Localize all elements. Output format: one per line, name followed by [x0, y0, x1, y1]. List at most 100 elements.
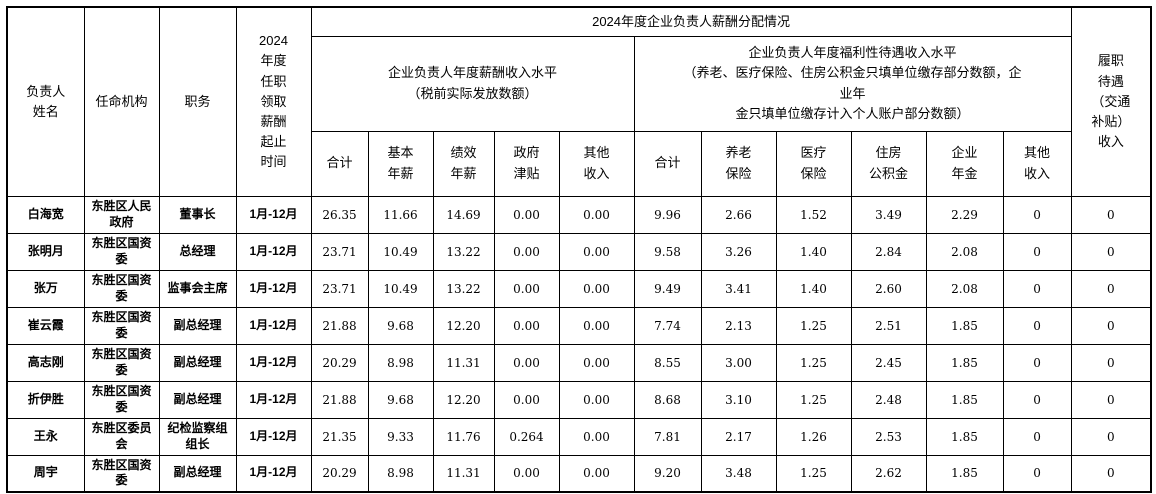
cell-medical: 1.40: [775, 232, 852, 271]
header-group-welfare: 企业负责人年度福利性待遇收入水平 （养老、医疗保险、住房公积金只填单位缴存部分数…: [633, 35, 1072, 132]
header-duty-income: 履职 待遇 （交通 补贴） 收入: [1070, 6, 1152, 197]
cell-performance-salary: 11.76: [432, 417, 495, 456]
cell-pension: 3.00: [700, 343, 777, 382]
cell-agency: 东胜区委员会: [83, 417, 160, 456]
compensation-table: 负责人 姓名 任命机构 职务 2024 年度 任职 领取 薪酬 起止 时间 20…: [6, 6, 1153, 493]
header-performance-salary: 绩效 年薪: [432, 130, 495, 197]
cell-salary-total: 23.71: [310, 232, 369, 271]
cell-annuity: 1.85: [925, 343, 1004, 382]
cell-medical: 1.40: [775, 269, 852, 308]
cell-salary-total: 20.29: [310, 343, 369, 382]
table-row: 高志刚 东胜区国资委 副总经理 1月-12月 20.29 8.98 11.31 …: [6, 343, 1152, 382]
table-row: 崔云霞 东胜区国资委 副总经理 1月-12月 21.88 9.68 12.20 …: [6, 306, 1152, 345]
cell-duty-income: 0: [1070, 195, 1152, 234]
cell-performance-salary: 13.22: [432, 269, 495, 308]
cell-pension: 2.66: [700, 195, 777, 234]
cell-agency: 东胜区国资委: [83, 454, 160, 493]
cell-name: 周宇: [6, 454, 85, 493]
cell-medical: 1.25: [775, 454, 852, 493]
cell-position: 监事会主席: [158, 269, 237, 308]
cell-welfare-other: 0: [1002, 343, 1072, 382]
header-housing-fund: 住房 公积金: [850, 130, 927, 197]
cell-medical: 1.25: [775, 380, 852, 419]
cell-duty-income: 0: [1070, 380, 1152, 419]
cell-other-income: 0.00: [558, 269, 635, 308]
cell-gov-allowance: 0.00: [493, 269, 560, 308]
cell-welfare-other: 0: [1002, 232, 1072, 271]
table-row: 白海宽 东胜区人民政府 董事长 1月-12月 26.35 11.66 14.69…: [6, 195, 1152, 234]
cell-period: 1月-12月: [235, 454, 312, 493]
cell-agency: 东胜区国资委: [83, 306, 160, 345]
cell-other-income: 0.00: [558, 380, 635, 419]
cell-other-income: 0.00: [558, 417, 635, 456]
cell-welfare-other: 0: [1002, 306, 1072, 345]
cell-base-salary: 9.68: [367, 380, 434, 419]
cell-housing-fund: 2.48: [850, 380, 927, 419]
header-salary-total: 合计: [310, 130, 369, 197]
cell-housing-fund: 3.49: [850, 195, 927, 234]
cell-gov-allowance: 0.00: [493, 454, 560, 493]
cell-agency: 东胜区人民政府: [83, 195, 160, 234]
cell-duty-income: 0: [1070, 306, 1152, 345]
cell-base-salary: 10.49: [367, 232, 434, 271]
table-row: 周宇 东胜区国资委 副总经理 1月-12月 20.29 8.98 11.31 0…: [6, 454, 1152, 493]
header-position: 职务: [158, 6, 237, 197]
cell-position: 副总经理: [158, 343, 237, 382]
cell-pension: 3.41: [700, 269, 777, 308]
cell-annuity: 1.85: [925, 417, 1004, 456]
cell-welfare-other: 0: [1002, 417, 1072, 456]
cell-other-income: 0.00: [558, 454, 635, 493]
table-row: 折伊胜 东胜区国资委 副总经理 1月-12月 21.88 9.68 12.20 …: [6, 380, 1152, 419]
cell-welfare-other: 0: [1002, 195, 1072, 234]
cell-position: 副总经理: [158, 306, 237, 345]
cell-period: 1月-12月: [235, 343, 312, 382]
cell-duty-income: 0: [1070, 269, 1152, 308]
cell-performance-salary: 14.69: [432, 195, 495, 234]
cell-name: 王永: [6, 417, 85, 456]
cell-pension: 3.10: [700, 380, 777, 419]
cell-gov-allowance: 0.00: [493, 195, 560, 234]
cell-performance-salary: 11.31: [432, 343, 495, 382]
cell-annuity: 2.29: [925, 195, 1004, 234]
cell-period: 1月-12月: [235, 380, 312, 419]
cell-gov-allowance: 0.00: [493, 232, 560, 271]
header-welfare-total: 合计: [633, 130, 702, 197]
cell-performance-salary: 12.20: [432, 306, 495, 345]
cell-pension: 2.13: [700, 306, 777, 345]
cell-annuity: 2.08: [925, 232, 1004, 271]
cell-position: 董事长: [158, 195, 237, 234]
cell-welfare-other: 0: [1002, 269, 1072, 308]
cell-name: 崔云霞: [6, 306, 85, 345]
cell-period: 1月-12月: [235, 306, 312, 345]
cell-performance-salary: 13.22: [432, 232, 495, 271]
cell-name: 白海宽: [6, 195, 85, 234]
cell-housing-fund: 2.51: [850, 306, 927, 345]
cell-gov-allowance: 0.00: [493, 343, 560, 382]
cell-name: 折伊胜: [6, 380, 85, 419]
cell-salary-total: 20.29: [310, 454, 369, 493]
cell-salary-total: 21.88: [310, 380, 369, 419]
cell-period: 1月-12月: [235, 417, 312, 456]
cell-gov-allowance: 0.00: [493, 306, 560, 345]
cell-housing-fund: 2.60: [850, 269, 927, 308]
cell-housing-fund: 2.62: [850, 454, 927, 493]
cell-welfare-total: 9.58: [633, 232, 702, 271]
cell-position: 总经理: [158, 232, 237, 271]
cell-annuity: 2.08: [925, 269, 1004, 308]
cell-agency: 东胜区国资委: [83, 269, 160, 308]
cell-period: 1月-12月: [235, 195, 312, 234]
header-period: 2024 年度 任职 领取 薪酬 起止 时间: [235, 6, 312, 197]
cell-base-salary: 9.33: [367, 417, 434, 456]
cell-position: 副总经理: [158, 380, 237, 419]
header-pension-insurance: 养老 保险: [700, 130, 777, 197]
cell-duty-income: 0: [1070, 232, 1152, 271]
cell-housing-fund: 2.84: [850, 232, 927, 271]
cell-agency: 东胜区国资委: [83, 232, 160, 271]
cell-welfare-other: 0: [1002, 380, 1072, 419]
cell-salary-total: 21.35: [310, 417, 369, 456]
cell-period: 1月-12月: [235, 269, 312, 308]
header-other-income: 其他 收入: [558, 130, 635, 197]
cell-salary-total: 21.88: [310, 306, 369, 345]
cell-base-salary: 10.49: [367, 269, 434, 308]
